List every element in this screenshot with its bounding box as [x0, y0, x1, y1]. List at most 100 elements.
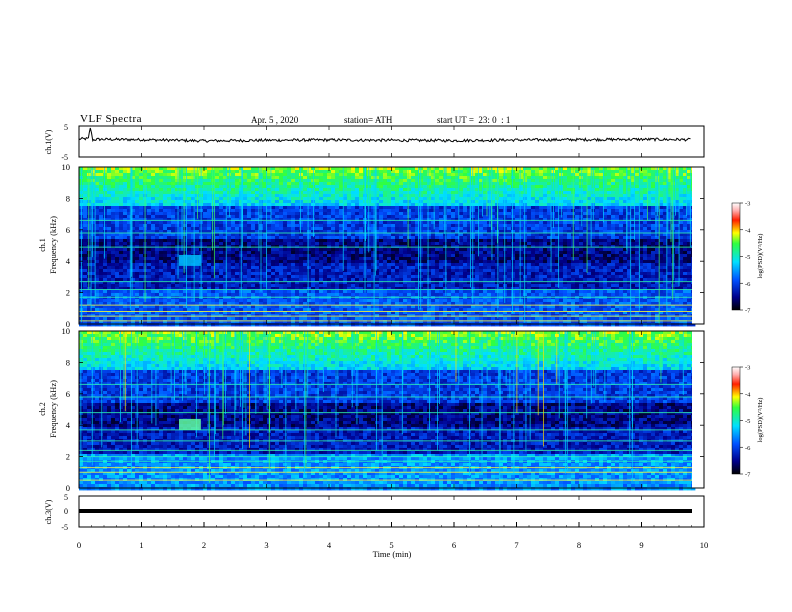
spectrogram-cell: [395, 209, 400, 213]
spectrogram-cell: [455, 212, 460, 216]
spectrogram-cell: [303, 167, 308, 171]
spectrogram-cell: [443, 179, 448, 183]
spectrogram-cell: [335, 209, 340, 213]
spectrogram-cell: [483, 176, 488, 180]
spectrogram-cell: [207, 203, 212, 207]
spectrogram-cell: [615, 212, 620, 216]
spectrogram-cell: [375, 248, 380, 252]
spectrogram-cell: [171, 173, 176, 177]
spectrogram-cell: [563, 170, 568, 174]
spectrogram-cell: [171, 212, 176, 216]
spectrogram-cell: [527, 188, 532, 192]
spectrogram-cell: [95, 230, 100, 234]
spectrogram-cell: [175, 206, 180, 210]
spectrogram-cell: [539, 248, 544, 252]
spectrogram-cell: [283, 239, 288, 243]
spectrogram-cell: [635, 173, 640, 177]
spectrogram-cell: [511, 203, 516, 207]
spectrogram-cell: [175, 224, 180, 228]
spectrogram-cell: [295, 212, 300, 216]
spectrogram-cell: [435, 230, 440, 234]
spectrogram-cell: [459, 254, 464, 258]
spectrogram-cell: [615, 200, 620, 204]
spectrogram-cell: [411, 218, 416, 222]
spectrogram-cell: [419, 242, 424, 246]
spectrogram-cell: [247, 185, 252, 189]
spectrogram-cell: [583, 185, 588, 189]
spectrogram-cell: [647, 257, 652, 261]
spectrogram-cell: [579, 176, 584, 180]
spectrogram-cell: [475, 197, 480, 201]
spectrogram-cell: [579, 251, 584, 255]
spectrogram-cell: [531, 242, 536, 246]
spectrogram-cell: [675, 224, 680, 228]
spectrogram-cell: [403, 212, 408, 216]
spectrogram-cell: [335, 218, 340, 222]
spectrogram-cell: [187, 167, 192, 171]
spectrogram-cell: [607, 197, 612, 201]
spectrogram-cell: [595, 251, 600, 255]
spectrogram-cell: [131, 203, 136, 207]
spectrogram-cell: [475, 179, 480, 183]
spectrogram-cell: [595, 209, 600, 213]
spectrogram-cell: [611, 200, 616, 204]
spectrogram-cell: [191, 248, 196, 252]
spectrogram-cell: [467, 242, 472, 246]
spectrogram-cell: [447, 185, 452, 189]
spectrogram-cell: [183, 206, 188, 210]
spectrogram-cell: [167, 239, 172, 243]
spectrogram-cell: [511, 170, 516, 174]
spectrogram-cell: [575, 248, 580, 252]
spectrogram-cell: [175, 263, 180, 267]
spectrogram-cell: [523, 185, 528, 189]
spectrogram-cell: [371, 209, 376, 213]
spectrogram-cell: [487, 188, 492, 192]
spectrogram-cell: [475, 212, 480, 216]
spectrogram-cell: [351, 215, 356, 219]
spectrogram-cell: [455, 203, 460, 207]
spectrogram-cell: [207, 176, 212, 180]
spectrogram-cell: [395, 221, 400, 225]
spectrogram-cell: [547, 170, 552, 174]
spectrogram-cell: [107, 242, 112, 246]
spectrogram-cell: [163, 236, 168, 240]
spectrogram-cell: [679, 200, 684, 204]
spectrogram-cell: [351, 239, 356, 243]
spectrogram-cell: [243, 248, 248, 252]
spectrogram-cell: [599, 194, 604, 198]
spectrogram-cell: [431, 215, 436, 219]
spectrogram-cell: [655, 224, 660, 228]
spectrogram-cell: [503, 212, 508, 216]
spectrogram-cell: [583, 224, 588, 228]
spectrogram-cell: [215, 242, 220, 246]
spectrogram-cell: [527, 221, 532, 225]
spectrogram-cell: [463, 194, 468, 198]
spectrogram-cell: [575, 197, 580, 201]
spectrogram-cell: [235, 215, 240, 219]
spectrogram-cell: [651, 224, 656, 228]
spectrogram-cell: [183, 203, 188, 207]
spectrogram-cell: [215, 257, 220, 261]
spectrogram-cell: [315, 233, 320, 237]
spectrogram-cell: [243, 188, 248, 192]
spectrogram-cell: [115, 260, 120, 264]
spectrogram-cell: [119, 206, 124, 210]
spectrogram-cell: [615, 194, 620, 198]
spectrogram-cell: [479, 176, 484, 180]
spectrogram-cell: [599, 248, 604, 252]
spectrogram-cell: [559, 248, 564, 252]
spectrogram-cell: [227, 182, 232, 186]
spectrogram-cell: [283, 224, 288, 228]
spectrogram-cell: [643, 230, 648, 234]
spectrogram-cell: [179, 239, 184, 243]
spectrogram-cell: [667, 194, 672, 198]
spectrogram-cell: [235, 218, 240, 222]
spectrogram-cell: [175, 221, 180, 225]
spectrogram-cell: [295, 248, 300, 252]
spectrogram-cell: [171, 248, 176, 252]
spectrogram-cell: [187, 170, 192, 174]
spectrogram-cell: [191, 170, 196, 174]
spectrogram-cell: [559, 176, 564, 180]
spectrogram-cell: [555, 167, 560, 171]
spectrogram-cell: [323, 173, 328, 177]
